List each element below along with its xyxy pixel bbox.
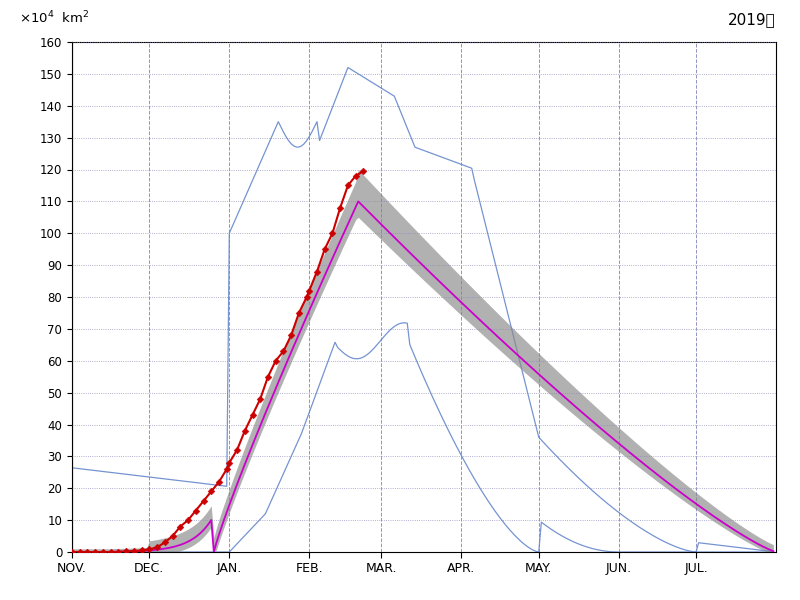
Text: 2019年: 2019年 [728, 11, 776, 26]
Text: $\times10^4$  km$^2$: $\times10^4$ km$^2$ [19, 10, 90, 26]
